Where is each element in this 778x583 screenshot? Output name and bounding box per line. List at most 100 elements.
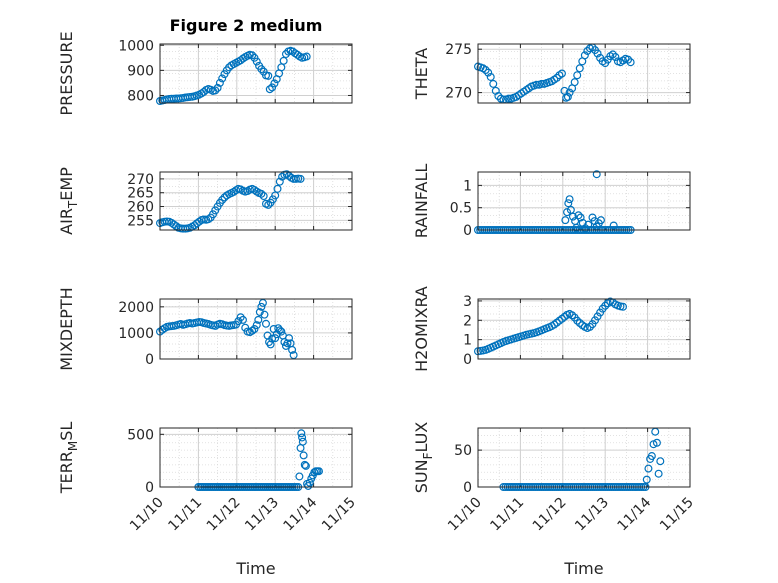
data-point-pressure — [270, 79, 279, 88]
data-point-terr_msl — [299, 451, 308, 460]
data-point-terr_msl — [297, 429, 306, 438]
data-point-air_temp — [208, 210, 217, 219]
data-point-mixdepth — [283, 339, 292, 348]
x-axis-label: Time — [563, 559, 603, 578]
y-tick-label: 265 — [127, 186, 154, 202]
data-point-theta — [563, 92, 572, 101]
data-point-mixdepth — [277, 327, 286, 336]
data-point-terr_msl — [305, 478, 314, 487]
y-tick-label: 1 — [463, 178, 472, 194]
x-tick-label: 11/13 — [572, 495, 612, 535]
data-point-air_temp — [296, 174, 305, 183]
y-axis-label: PRESSURE — [57, 31, 76, 115]
data-point-pressure — [302, 52, 311, 61]
data-point-theta — [593, 49, 602, 58]
y-tick-label: 1000 — [118, 38, 154, 54]
data-point-mixdepth — [266, 340, 275, 349]
data-point-theta — [557, 69, 566, 78]
y-tick-label: 900 — [127, 63, 154, 79]
data-point-air_temp — [264, 200, 273, 209]
data-point-pressure — [252, 57, 261, 66]
axes-frame — [477, 427, 691, 488]
data-point-theta — [570, 78, 579, 87]
data-point-sun_flux — [656, 457, 665, 466]
data-point-mixdepth — [250, 325, 259, 334]
y-axis-label: THETA — [412, 48, 431, 100]
data-point-air_temp — [218, 195, 227, 204]
x-tick-label: 11/10 — [127, 495, 167, 535]
data-point-pressure — [277, 63, 286, 72]
subplot-terr_msl: 0 500 TERRMSL 11/1011/1111/1211/1311/1411/1… — [57, 422, 359, 578]
data-point-air_temp — [273, 184, 282, 193]
data-point-pressure — [279, 56, 288, 65]
data-point-pressure — [257, 65, 266, 74]
x-tick-label: 11/12 — [204, 495, 244, 535]
data-point-mixdepth — [254, 315, 263, 324]
x-tick-label: 11/10 — [445, 495, 485, 535]
data-point-theta — [580, 51, 589, 60]
y-tick-label: 260 — [127, 200, 154, 216]
axes-frame — [159, 298, 353, 360]
data-point-pressure — [268, 83, 277, 92]
y-axis-label: RAINFALL — [412, 164, 431, 239]
y-tick-label: 270 — [127, 172, 154, 188]
data-point-theta — [573, 71, 582, 80]
data-point-theta — [489, 79, 498, 88]
data-point-mixdepth — [261, 319, 270, 328]
y-tick-label: 2 — [463, 313, 472, 329]
axes-frame — [477, 298, 691, 360]
x-axis-label: Time — [235, 559, 275, 578]
data-point-theta — [575, 64, 584, 73]
data-point-air_temp — [195, 217, 204, 226]
data-point-sun_flux — [652, 438, 661, 447]
y-tick-label: 1000 — [118, 326, 154, 342]
data-point-sun_flux — [644, 464, 653, 473]
subplot-mixdepth: 0 1000 2000 MIXDEPTH — [57, 287, 353, 371]
data-point-terr_msl — [300, 460, 309, 469]
x-tick-label: 11/12 — [530, 495, 570, 535]
data-point-theta — [486, 72, 495, 81]
data-point-h2omixra — [568, 311, 577, 320]
x-tick-label: 11/15 — [657, 495, 697, 535]
y-tick-label: 270 — [445, 86, 472, 102]
y-axis-label: MIXDEPTH — [57, 287, 76, 370]
data-point-pressure — [248, 51, 257, 60]
y-tick-label: 255 — [127, 213, 154, 229]
data-point-mixdepth — [238, 315, 247, 324]
data-point-theta — [484, 68, 493, 77]
data-point-h2omixra — [585, 322, 594, 331]
data-point-mixdepth — [257, 302, 266, 311]
data-point-rainfall — [584, 220, 593, 229]
data-point-pressure — [211, 86, 220, 95]
data-point-theta — [611, 53, 620, 62]
data-point-theta — [608, 50, 617, 59]
axes-frame — [159, 171, 353, 231]
y-tick-label: 50 — [454, 443, 472, 459]
data-point-mixdepth — [248, 326, 257, 335]
data-point-rainfall — [572, 223, 581, 232]
data-point-mixdepth — [289, 351, 298, 360]
y-axis-label: TERRMSL — [57, 422, 80, 495]
data-point-sun_flux — [654, 469, 663, 478]
x-tick-label: 11/14 — [281, 494, 321, 534]
data-point-h2omixra — [619, 302, 628, 311]
data-point-h2omixra — [575, 319, 584, 328]
data-point-terr_msl — [295, 472, 304, 481]
data-point-rainfall — [561, 216, 570, 225]
data-point-rainfall — [564, 199, 573, 208]
axes-frame — [477, 171, 691, 231]
data-point-theta — [504, 94, 513, 103]
x-tick-label: 11/15 — [319, 495, 359, 535]
data-point-mixdepth — [241, 323, 250, 332]
data-point-rainfall — [568, 212, 577, 221]
subplot-sun_flux: 0 50 SUNFLUX 11/10 11/11 11/12 11/13 11/14 11/15… — [412, 422, 697, 578]
y-tick-label: 0.5 — [450, 201, 472, 217]
data-point-h2omixra — [601, 301, 610, 310]
data-point-mixdepth — [288, 345, 297, 354]
data-point-terr_msl — [298, 437, 307, 446]
axes-frame — [159, 43, 353, 104]
subplot-h2omixra: 0 1 2 3 H2OMIXRA — [412, 286, 691, 372]
data-point-terr_msl — [298, 433, 307, 442]
y-axis-label: AIRTEMP — [57, 167, 80, 235]
